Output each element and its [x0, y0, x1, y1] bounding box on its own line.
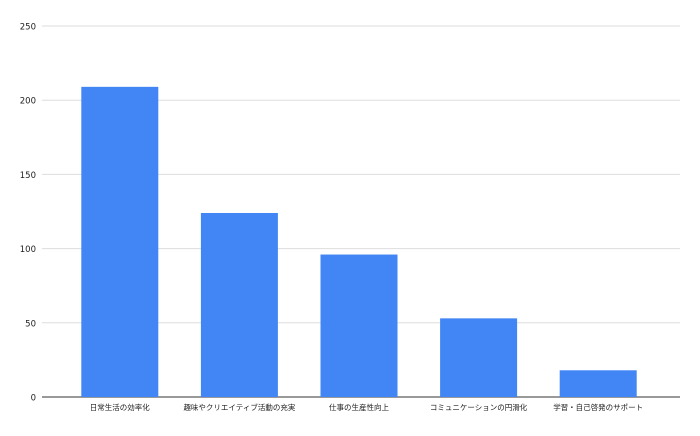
y-tick-label: 250 — [20, 23, 36, 33]
y-tick-label: 100 — [20, 245, 36, 255]
y-tick-label: 50 — [25, 319, 36, 329]
y-tick-label: 0 — [31, 394, 36, 404]
bar — [81, 86, 159, 398]
x-tick-label: 仕事の生産性向上 — [329, 402, 389, 412]
x-tick-label: 日常生活の効率化 — [90, 402, 150, 412]
bar — [559, 370, 637, 397]
y-tick-label: 150 — [20, 171, 36, 181]
bar — [200, 212, 278, 397]
bar — [440, 318, 518, 397]
y-tick-label: 200 — [20, 97, 36, 107]
x-tick-label: コミュニケーションの円滑化 — [430, 402, 528, 412]
bar — [320, 254, 398, 397]
x-tick-label: 学習・自己啓発のサポート — [553, 402, 643, 412]
x-tick-label: 趣味やクリエイティブ活動の充実 — [183, 402, 295, 412]
